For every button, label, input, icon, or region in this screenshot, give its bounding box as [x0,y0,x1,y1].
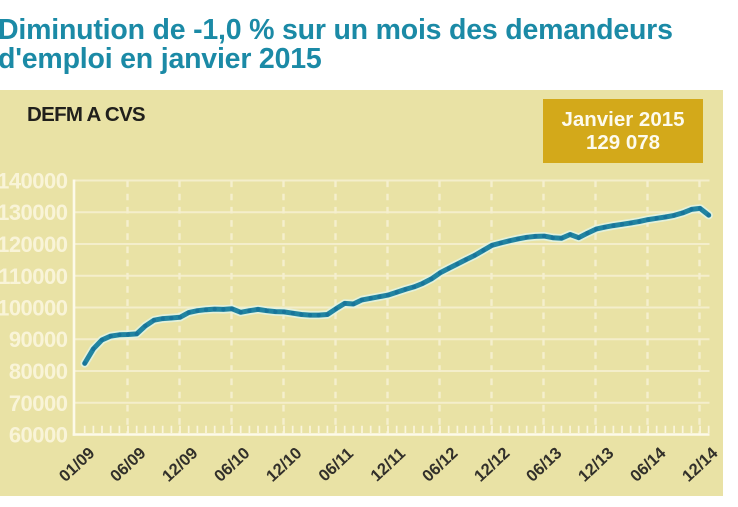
svg-text:12/13: 12/13 [575,444,617,485]
svg-text:06/14: 06/14 [627,444,670,486]
svg-text:06/09: 06/09 [107,444,149,485]
svg-text:110000: 110000 [0,264,68,289]
svg-text:100000: 100000 [0,296,68,321]
svg-text:12/14: 12/14 [679,444,722,486]
svg-text:12/09: 12/09 [159,444,201,485]
svg-text:06/10: 06/10 [211,444,253,485]
svg-text:12/11: 12/11 [367,444,409,485]
svg-text:12/12: 12/12 [471,444,513,485]
svg-text:80000: 80000 [9,359,68,384]
svg-text:120000: 120000 [0,232,68,257]
svg-text:06/11: 06/11 [315,444,357,485]
svg-text:06/13: 06/13 [523,444,565,485]
svg-text:90000: 90000 [9,327,68,352]
svg-text:60000: 60000 [9,423,68,448]
svg-text:06/12: 06/12 [419,444,461,485]
svg-text:140000: 140000 [0,169,68,194]
svg-text:70000: 70000 [9,391,68,416]
svg-text:12/10: 12/10 [263,444,305,485]
svg-text:01/09: 01/09 [56,444,98,485]
svg-text:130000: 130000 [0,200,68,225]
